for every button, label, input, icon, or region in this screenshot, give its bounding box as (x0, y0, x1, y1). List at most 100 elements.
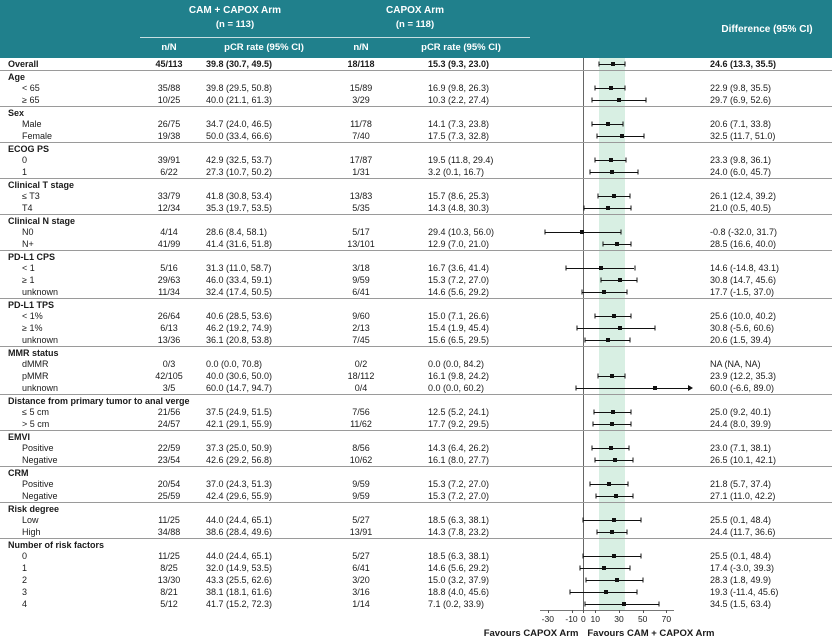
point-estimate-marker (605, 338, 610, 342)
pcr-arm1: 31.3 (11.0, 58.7) (206, 263, 272, 273)
col-header-pcr-arm2: pCR rate (95% CI) (421, 42, 501, 53)
point-estimate-marker (606, 206, 611, 210)
nN-arm2: 18/112 (347, 371, 375, 381)
row-label: Risk degree (8, 504, 60, 514)
nN-arm2: 5/27 (352, 515, 370, 525)
point-estimate-marker (616, 98, 621, 102)
nN-arm1: 29/63 (157, 275, 181, 285)
nN-arm1: 23/54 (157, 455, 181, 465)
ci-cap-low (575, 385, 577, 391)
data-row: ≥ 1 29/63 46.0 (33.4, 59.1) 9/59 15.3 (7.2, … (0, 274, 832, 286)
group-header-row: ECOG PS (0, 142, 832, 154)
x-axis-tick (547, 610, 549, 613)
row-label: Sex (8, 108, 25, 118)
x-axis-tick-label: 30 (614, 614, 624, 624)
nN-arm1: 45/113 (155, 59, 183, 69)
ci-arrow-right (687, 385, 693, 391)
point-estimate-marker (652, 386, 657, 390)
pcr-arm2: 14.3 (6.4, 26.2) (428, 443, 490, 453)
ci-cap-low (598, 61, 600, 67)
nN-arm1: 24/57 (157, 419, 181, 429)
pcr-arm1: 32.4 (17.4, 50.5) (206, 287, 273, 297)
pcr-arm2: 16.1 (8.0, 27.7) (428, 455, 490, 465)
nN-arm2: 1/14 (352, 599, 370, 609)
plot-cell (530, 478, 702, 490)
ci-cap-high (640, 517, 642, 523)
ci-cap-low (596, 133, 598, 139)
difference-value: 20.6 (7.1, 33.8) (710, 119, 772, 129)
row-label: N+ (22, 239, 34, 249)
nN-arm2: 3/16 (352, 587, 370, 597)
difference-value: 17.4 (-3.0, 39.3) (710, 563, 775, 573)
nN-arm2: 13/91 (349, 527, 373, 537)
pcr-arm2: 15.3 (7.2, 27.0) (428, 275, 490, 285)
point-estimate-marker (608, 446, 613, 450)
point-estimate-marker (605, 122, 610, 126)
data-row: pMMR 42/105 40.0 (30.6, 50.0) 18/112 16.1 (9… (0, 370, 832, 382)
data-row: Positive 20/54 37.0 (24.3, 51.3) 9/59 15.3 (… (0, 478, 832, 490)
arm2-title: CAPOX Arm (386, 5, 444, 16)
row-label: Negative (22, 455, 58, 465)
point-estimate-marker (617, 278, 622, 282)
ci-cap-low (544, 229, 546, 235)
nN-arm1: 19/38 (157, 131, 181, 141)
nN-arm1: 13/30 (157, 575, 181, 585)
point-estimate-marker (613, 494, 618, 498)
nN-arm1: 26/75 (157, 119, 181, 129)
x-axis-tick-label: -10 (565, 614, 578, 624)
row-label: Clinical N stage (8, 216, 76, 226)
arm1-header: CAM + CAPOX Arm (n = 113) (140, 4, 330, 31)
pcr-arm2: 10.3 (2.2, 27.4) (428, 95, 490, 105)
pcr-arm2: 16.9 (9.8, 26.3) (428, 83, 490, 93)
data-row: < 65 35/88 39.8 (29.5, 50.8) 15/89 16.9 (9.8… (0, 82, 832, 94)
point-estimate-marker (622, 602, 627, 606)
nN-arm2: 7/56 (352, 407, 370, 417)
nN-arm2: 3/20 (352, 575, 370, 585)
nN-arm2: 2/13 (352, 323, 370, 333)
plot-cell (530, 586, 702, 598)
data-row: ≥ 1% 6/13 46.2 (19.2, 74.9) 2/13 15.4 (1.9, … (0, 322, 832, 334)
pcr-arm1: 44.0 (24.4, 65.1) (206, 515, 273, 525)
ci-cap-high (636, 277, 638, 283)
nN-arm2: 1/31 (352, 167, 370, 177)
nN-arm2: 7/45 (352, 335, 370, 345)
plot-cell (530, 562, 702, 574)
pcr-arm2: 16.7 (3.6, 41.4) (428, 263, 490, 273)
group-header-row: Clinical T stage (0, 178, 832, 190)
row-label: < 1 (22, 263, 35, 273)
pcr-arm1: 32.0 (14.9, 53.5) (206, 563, 273, 573)
ci-cap-high (654, 325, 656, 331)
nN-arm2: 11/62 (350, 419, 372, 429)
nN-arm2: 0/2 (354, 359, 368, 369)
row-label: 4 (22, 599, 28, 609)
ci-line (585, 603, 659, 605)
difference-value: 29.7 (6.9, 52.6) (710, 95, 772, 105)
x-axis-tick (583, 610, 585, 613)
col-header-pcr-arm1: pCR rate (95% CI) (224, 42, 304, 53)
x-axis-tick (642, 610, 644, 613)
row-label: pMMR (22, 371, 49, 381)
plot-cell (530, 598, 702, 610)
group-header-row: Distance from primary tumor to anal verg… (0, 394, 832, 406)
pcr-arm2: 15.3 (7.2, 27.0) (428, 479, 490, 489)
pcr-arm1: 37.5 (24.9, 51.5) (206, 407, 273, 417)
row-label: 3 (22, 587, 28, 597)
row-label: 1 (22, 563, 28, 573)
x-axis-line (539, 610, 675, 611)
nN-arm2: 8/56 (352, 443, 370, 453)
x-axis-tick-label: 50 (637, 614, 648, 624)
ci-cap-high (626, 289, 628, 295)
pcr-arm1: 37.3 (25.0, 50.9) (206, 443, 273, 453)
nN-arm1: 25/59 (157, 491, 181, 501)
ci-line (590, 171, 638, 173)
data-row: Low 11/25 44.0 (24.4, 65.1) 5/27 18.5 (6.3, … (0, 514, 832, 526)
data-row: unknown 11/34 32.4 (17.4, 50.5) 6/41 14.6 (5… (0, 286, 832, 298)
data-row: High 34/88 38.6 (28.4, 49.6) 13/91 14.3 (7.8… (0, 526, 832, 538)
plot-cell (530, 202, 702, 214)
ci-cap-low (569, 589, 571, 595)
pcr-arm1: 42.6 (29.2, 56.8) (206, 455, 273, 465)
difference-value: 27.1 (11.0, 42.2) (710, 491, 776, 501)
point-estimate-marker (602, 290, 607, 294)
data-row: 0 39/91 42.9 (32.5, 53.7) 17/87 19.5 (11.8, … (0, 154, 832, 166)
nN-arm1: 11/34 (158, 287, 180, 297)
